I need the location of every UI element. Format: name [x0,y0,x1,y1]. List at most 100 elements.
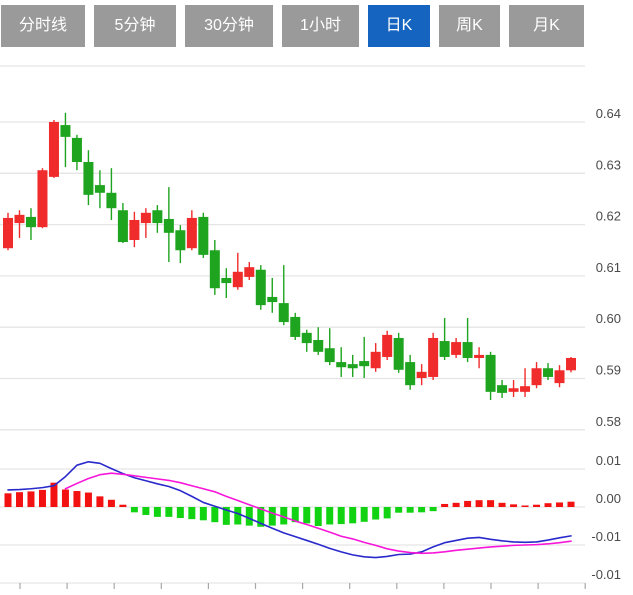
macd-hist-bar-negative [383,507,391,519]
candle-up [48,122,59,177]
candle-up [554,370,565,384]
macd-hist-bar-negative [360,507,368,522]
candle-down [336,362,347,368]
tab-5min[interactable]: 5分钟 [94,5,176,47]
dif-line [7,460,572,559]
macd-hist-bar-positive [475,500,483,507]
macd-hist-bar-negative [222,507,230,525]
candle-down [439,341,450,357]
macd-hist-bar-negative [130,507,138,513]
candle-down [543,368,554,377]
price-axis-label: 0.59 [596,363,621,378]
candle-up [232,271,243,288]
candle-down [301,332,312,344]
macd-hist-bar-negative [372,507,380,520]
candle-up [382,334,393,357]
candle-down [497,385,508,393]
macd-axis-label: 0.01 [596,453,621,468]
macd-hist-bar-positive [544,503,552,507]
candle-down [152,210,163,224]
macd-hist-bar-positive [27,491,35,507]
tab-timeline[interactable]: 分时线 [1,5,85,47]
macd-hist-bar-negative [234,507,242,525]
price-axis-label: 0.60 [596,311,621,326]
candle-up [244,267,255,277]
candle-down [71,137,82,163]
tab-daily-k[interactable]: 日K [368,5,430,47]
macd-hist-bar-negative [199,507,207,521]
candle-up [474,354,485,358]
candle-up [3,217,13,249]
macd-hist-bar-negative [176,507,184,519]
candle-down [290,316,301,337]
price-axis-label: 0.58 [596,414,621,429]
macd-hist-bar-positive [15,492,23,507]
price-axis-label: 0.64 [596,106,621,121]
tab-1hour[interactable]: 1小时 [282,5,359,47]
macd-hist-bar-positive [556,502,564,507]
tab-monthly-k[interactable]: 月K [509,5,584,47]
macd-axis-label: 0.00 [596,491,621,506]
macd-hist-bar-positive [107,499,115,507]
macd-hist-bar-negative [257,507,265,527]
macd-hist-bar-negative [349,507,357,524]
macd-hist-bar-positive [533,504,541,507]
macd-axis-label: -0.01 [591,529,621,544]
macd-hist-bar-positive [61,489,69,507]
macd-axis-label: -0.01 [591,567,621,582]
macd-hist-bar-positive [73,491,81,507]
tab-30min[interactable]: 30分钟 [185,5,273,47]
macd-hist-bar-positive [567,501,575,507]
macd-hist-bar-positive [4,493,12,507]
candle-down [393,337,404,370]
tab-weekly-k[interactable]: 周K [439,5,500,47]
macd-hist-bar-negative [303,507,311,524]
macd-hist-bar-positive [441,503,449,507]
candle-down [106,192,117,209]
macd-hist-bar-negative [280,507,288,525]
macd-hist-bar-negative [418,507,426,513]
macd-hist-bar-positive [119,504,127,507]
candle-up [140,212,151,224]
macd-hist-bar-negative [429,507,437,512]
macd-hist-bar-negative [326,507,334,525]
candle-down [347,364,358,369]
candle-down [278,303,289,323]
candle-down [267,296,278,303]
macd-hist-bar-positive [452,502,460,507]
candle-down [175,230,186,251]
candle-down [405,362,416,386]
candle-up [451,342,462,355]
macd-hist-bar-positive [498,502,506,507]
dea-line [64,472,572,555]
price-axis-label: 0.62 [596,209,621,224]
candle-down [462,342,473,358]
candle-down [255,269,266,306]
candle-down [359,361,370,367]
candle-down [209,250,220,289]
macd-hist-bar-negative [337,507,345,525]
candle-up [520,386,531,392]
candle-down [313,340,324,352]
candle-down [163,218,174,233]
macd-hist-bar-negative [291,507,299,523]
candle-down [117,210,128,243]
candle-up [531,368,542,386]
candle-down [60,125,71,137]
candle-down [25,216,36,228]
macd-hist-bar-negative [165,507,173,517]
macd-hist-bar-negative [188,507,196,520]
candle-down [94,185,105,193]
candle-up [186,217,197,249]
candle-up [14,214,25,224]
macd-hist-bar-negative [395,507,403,513]
macd-hist-bar-positive [510,504,518,507]
macd-hist-bar-positive [96,496,104,507]
candle-up [416,371,427,378]
macd-hist-bar-positive [38,489,46,507]
macd-hist-bar-negative [211,507,219,523]
price-axis-label: 0.63 [596,157,621,172]
